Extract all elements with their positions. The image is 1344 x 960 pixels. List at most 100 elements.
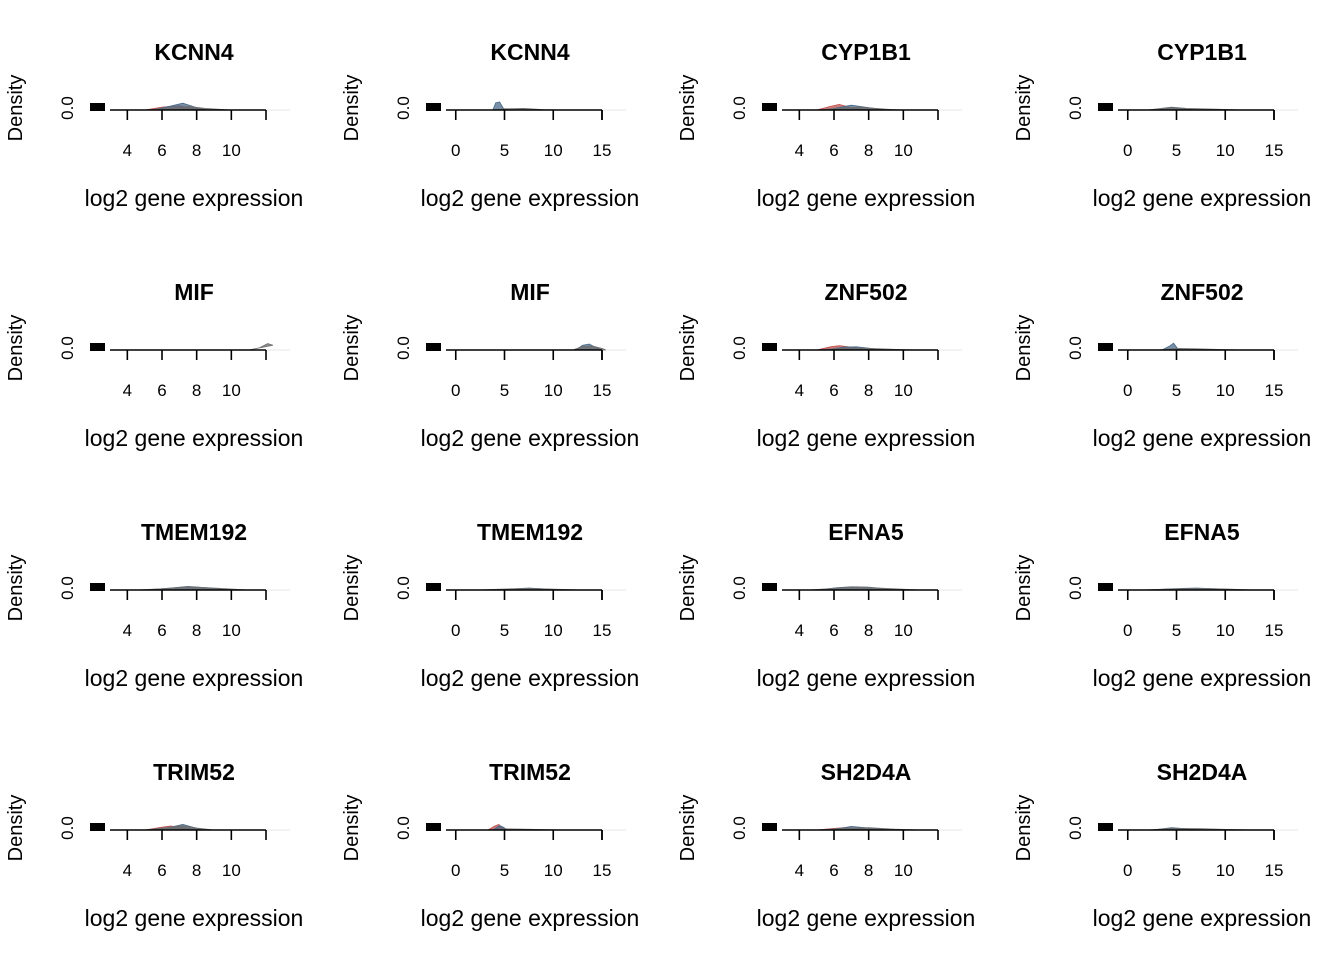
y-tick-label: 0.0 — [1066, 336, 1085, 360]
x-tick-label: 4 — [795, 141, 804, 160]
x-tick-label: 8 — [864, 861, 873, 880]
y-axis-stub — [1098, 583, 1113, 591]
x-axis-label: log2 gene expression — [421, 185, 640, 211]
x-tick-label: 5 — [1172, 381, 1181, 400]
x-tick-label: 10 — [222, 861, 241, 880]
x-tick-label: 15 — [593, 141, 612, 160]
x-tick-label: 10 — [1216, 381, 1235, 400]
x-tick-label: 4 — [123, 141, 132, 160]
x-tick-label: 4 — [795, 621, 804, 640]
panel-title: MIF — [510, 279, 550, 305]
panel-title: CYP1B1 — [821, 39, 911, 65]
x-axis-label: log2 gene expression — [757, 425, 976, 451]
x-tick-label: 0 — [1123, 861, 1132, 880]
panel-title: TMEM192 — [141, 519, 247, 545]
x-tick-label: 10 — [1216, 621, 1235, 640]
x-axis-label: log2 gene expression — [85, 425, 304, 451]
y-axis-label: Density — [5, 555, 27, 622]
y-axis-label: Density — [341, 555, 363, 622]
x-tick-label: 0 — [451, 141, 460, 160]
x-tick-label: 4 — [123, 861, 132, 880]
y-axis-label: Density — [5, 315, 27, 382]
y-axis-label: Density — [1013, 555, 1035, 622]
x-axis-label: log2 gene expression — [757, 665, 976, 691]
density-panel: TRIM52 4 6 8 10 0.0 Density log2 gene expressio… — [5, 759, 303, 931]
x-tick-label: 6 — [157, 621, 166, 640]
x-tick-label: 4 — [123, 381, 132, 400]
x-tick-label: 15 — [1265, 861, 1284, 880]
x-tick-label: 4 — [795, 861, 804, 880]
y-axis-stub — [1098, 103, 1113, 111]
y-tick-label: 0.0 — [394, 336, 413, 360]
y-tick-label: 0.0 — [1066, 816, 1085, 840]
x-axis-label: log2 gene expression — [85, 905, 304, 931]
x-tick-label: 5 — [500, 621, 509, 640]
panel-title: EFNA5 — [1164, 519, 1240, 545]
x-tick-label: 0 — [451, 861, 460, 880]
y-axis-stub — [1098, 823, 1113, 831]
y-tick-label: 0.0 — [730, 816, 749, 840]
x-tick-label: 6 — [157, 861, 166, 880]
density-panel: SH2D4A 0 5 10 15 0.0 Density log2 gene expressi… — [1013, 759, 1311, 931]
panel-title: SH2D4A — [821, 759, 912, 785]
y-tick-label: 0.0 — [58, 96, 77, 120]
density-panel: KCNN4 4 6 8 10 0.0 Density log2 gene expression — [5, 39, 303, 211]
x-tick-label: 5 — [500, 141, 509, 160]
panel-title: KCNN4 — [490, 39, 569, 65]
y-axis-stub — [426, 343, 441, 351]
x-tick-label: 8 — [192, 621, 201, 640]
x-axis-label: log2 gene expression — [1093, 665, 1312, 691]
x-tick-label: 10 — [544, 621, 563, 640]
x-tick-label: 10 — [894, 141, 913, 160]
density-series-0 — [248, 343, 274, 351]
panel-title: MIF — [174, 279, 214, 305]
density-panel: CYP1B1 4 6 8 10 0.0 Density log2 gene expressio… — [677, 39, 975, 211]
panel-title: TMEM192 — [477, 519, 583, 545]
y-axis-stub — [762, 583, 777, 591]
x-tick-label: 10 — [1216, 861, 1235, 880]
y-axis-stub — [426, 583, 441, 591]
x-tick-label: 8 — [864, 381, 873, 400]
y-tick-label: 0.0 — [58, 336, 77, 360]
x-tick-label: 0 — [1123, 621, 1132, 640]
y-axis-label: Density — [677, 75, 699, 142]
y-tick-label: 0.0 — [58, 816, 77, 840]
x-axis-label: log2 gene expression — [1093, 905, 1312, 931]
y-axis-label: Density — [677, 555, 699, 622]
x-tick-label: 10 — [1216, 141, 1235, 160]
x-tick-label: 10 — [222, 621, 241, 640]
x-axis-label: log2 gene expression — [757, 185, 976, 211]
x-tick-label: 10 — [222, 381, 241, 400]
x-tick-label: 8 — [192, 861, 201, 880]
x-tick-label: 0 — [1123, 141, 1132, 160]
x-axis-label: log2 gene expression — [757, 905, 976, 931]
density-panel: KCNN4 0 5 10 15 0.0 Density log2 gene expressio… — [341, 39, 639, 211]
x-tick-label: 5 — [500, 861, 509, 880]
x-tick-label: 10 — [894, 621, 913, 640]
y-axis-label: Density — [5, 795, 27, 862]
density-panel: TMEM192 4 6 8 10 0.0 Density log2 gene expressi… — [5, 519, 303, 691]
x-tick-label: 10 — [544, 381, 563, 400]
x-tick-label: 15 — [593, 861, 612, 880]
y-axis-stub — [762, 103, 777, 111]
y-axis-label: Density — [341, 795, 363, 862]
x-tick-label: 10 — [894, 381, 913, 400]
y-axis-label: Density — [1013, 315, 1035, 382]
x-axis-label: log2 gene expression — [421, 665, 640, 691]
x-tick-label: 15 — [593, 621, 612, 640]
x-tick-label: 8 — [192, 381, 201, 400]
density-panel: TRIM52 0 5 10 15 0.0 Density log2 gene expressi… — [341, 759, 639, 931]
y-axis-stub — [762, 343, 777, 351]
x-tick-label: 10 — [894, 861, 913, 880]
x-tick-label: 5 — [1172, 141, 1181, 160]
x-tick-label: 0 — [451, 621, 460, 640]
x-tick-label: 5 — [500, 381, 509, 400]
x-tick-label: 10 — [544, 861, 563, 880]
x-tick-label: 0 — [1123, 381, 1132, 400]
x-tick-label: 6 — [829, 861, 838, 880]
y-axis-stub — [90, 103, 105, 111]
x-axis-label: log2 gene expression — [421, 905, 640, 931]
density-panel: ZNF502 4 6 8 10 0.0 Density log2 gene expressio… — [677, 279, 975, 451]
y-tick-label: 0.0 — [1066, 576, 1085, 600]
